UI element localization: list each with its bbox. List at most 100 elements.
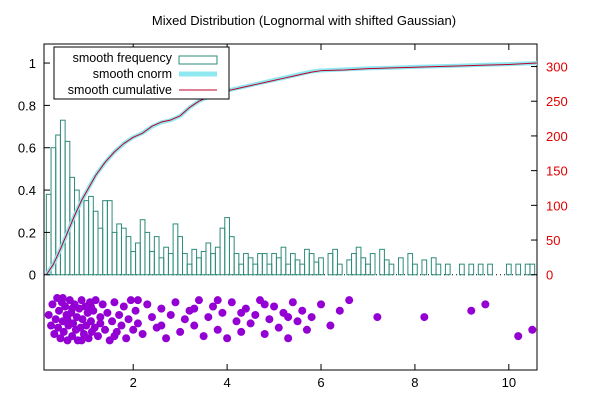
x-tick-label: 10: [502, 375, 516, 390]
histogram-bars-group: [45, 119, 536, 276]
scatter-point: [68, 332, 77, 341]
histogram-bar: [172, 223, 179, 276]
scatter-point: [194, 296, 203, 305]
histogram-bar: [487, 263, 493, 276]
scatter-point: [420, 313, 429, 322]
histogram-bar: [78, 200, 85, 276]
scatter-point: [284, 313, 293, 322]
histogram-bar: [304, 248, 310, 276]
scatter-point: [307, 313, 316, 322]
scatter-point: [115, 310, 124, 319]
scatter-point: [251, 310, 260, 319]
scatter-point: [78, 315, 87, 324]
histogram-bar: [153, 236, 160, 276]
y-tick-label: 0.6: [18, 141, 36, 156]
scatter-point: [260, 300, 269, 309]
histogram-bar: [238, 263, 245, 276]
scatter-point: [124, 315, 133, 324]
x-tick-label: 6: [317, 375, 324, 390]
histogram-bar: [149, 250, 155, 276]
scatter-point: [209, 302, 218, 311]
histogram-bar: [130, 250, 137, 276]
histogram-bar: [158, 257, 165, 276]
scatter-point: [103, 308, 112, 317]
scatter-point: [218, 308, 227, 317]
y2-tick-label: 50: [546, 233, 560, 248]
scatter-point: [117, 321, 126, 330]
histogram-bar: [421, 259, 428, 276]
x-tick-label: 8: [411, 375, 418, 390]
histogram-bar: [261, 253, 268, 276]
histogram-bar: [106, 200, 113, 276]
scatter-point: [110, 332, 119, 341]
histogram-bar: [308, 253, 315, 276]
histogram-bar: [379, 248, 385, 276]
scatter-point: [131, 306, 140, 315]
histogram-bar: [444, 263, 451, 276]
histogram-bar: [125, 236, 132, 276]
scatter-point: [288, 298, 297, 307]
histogram-bar: [88, 195, 94, 276]
histogram-bar: [83, 200, 90, 276]
histogram-bar: [102, 200, 108, 276]
scatter-point: [59, 327, 68, 336]
histogram-bar: [407, 253, 414, 276]
histogram-bar: [332, 248, 338, 276]
histogram-bar: [45, 193, 52, 276]
histogram-bar: [505, 263, 512, 276]
histogram-bar: [228, 236, 235, 276]
scatter-point: [237, 308, 246, 317]
y2-tick-label: 150: [546, 164, 568, 179]
histogram-bar: [224, 217, 230, 276]
plot-frame-group: [43, 43, 538, 371]
histogram-bar: [412, 263, 418, 276]
scatter-point: [47, 321, 56, 330]
scatter-point: [93, 332, 102, 341]
scatter-point: [96, 319, 105, 328]
histogram-bar: [515, 263, 522, 276]
scatter-point: [274, 323, 283, 332]
y-tick-label: 0.4: [18, 183, 36, 198]
scatter-point: [265, 315, 274, 324]
histogram-bar: [294, 259, 301, 276]
scatter-point: [68, 304, 77, 313]
y-tick-label: 0: [29, 268, 36, 283]
scatter-point: [157, 304, 166, 313]
scatter-point: [180, 315, 189, 324]
scatter-point: [528, 325, 537, 334]
histogram-bar: [280, 246, 287, 276]
histogram-bar: [383, 259, 390, 276]
scatter-point: [138, 330, 147, 339]
y-tick-label: 1: [29, 56, 36, 71]
histogram-bar: [200, 250, 207, 276]
histogram-bar: [318, 257, 324, 276]
scatter-point: [293, 317, 302, 326]
histogram-bar: [182, 253, 188, 276]
scatter-point: [335, 306, 344, 315]
legend-label-cumulative: smooth cumulative: [68, 83, 172, 97]
scatter-point: [143, 300, 152, 309]
scatter-point: [75, 304, 84, 313]
histogram-bar: [299, 263, 306, 276]
histogram-bar: [275, 257, 282, 276]
scatter-point: [48, 300, 57, 309]
histogram-bar: [477, 263, 484, 276]
scatter-point: [467, 306, 476, 315]
scatter-point: [77, 296, 86, 305]
scatter-point: [54, 323, 63, 332]
scatter-point: [133, 296, 142, 305]
histogram-bar: [351, 253, 357, 276]
scatter-point: [91, 296, 100, 305]
scatter-point: [270, 302, 279, 311]
histogram-bar: [163, 246, 169, 276]
scatter-point: [84, 334, 93, 343]
histogram-bar: [144, 231, 151, 276]
histogram-bar: [205, 242, 212, 276]
scatter-point: [90, 323, 99, 332]
scatter-point: [232, 317, 241, 326]
scatter-point: [213, 296, 222, 305]
scatter-point: [302, 325, 311, 334]
scatter-point: [110, 298, 119, 307]
